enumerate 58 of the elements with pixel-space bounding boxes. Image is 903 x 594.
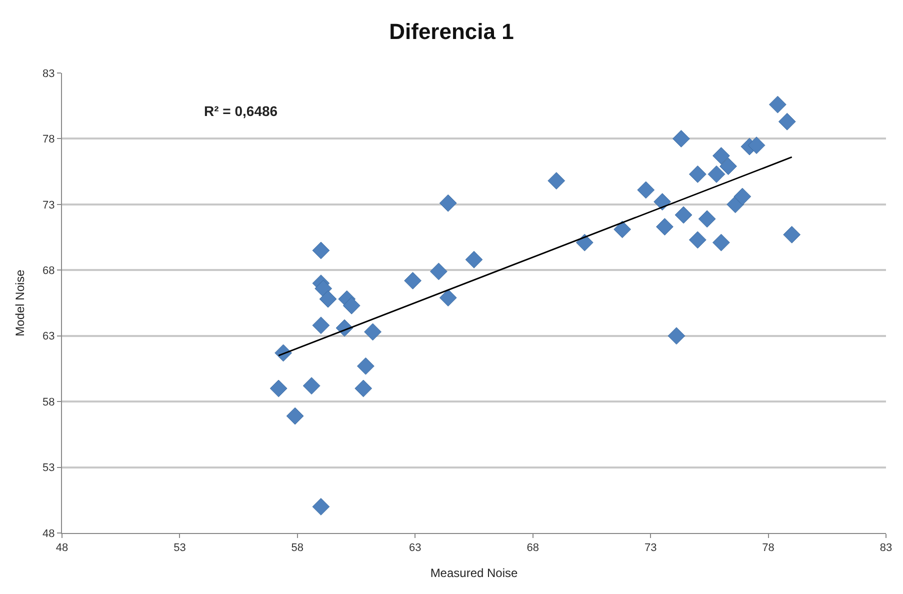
point bbox=[708, 166, 726, 183]
point bbox=[354, 380, 372, 398]
x-tick-label: 63 bbox=[409, 542, 422, 554]
point bbox=[656, 218, 674, 236]
x-axis-title: Measured Noise bbox=[430, 566, 518, 580]
point bbox=[312, 242, 330, 260]
point bbox=[712, 147, 730, 164]
x-tick-label: 68 bbox=[526, 542, 539, 554]
point bbox=[576, 234, 594, 252]
point bbox=[778, 112, 796, 130]
y-tick-label: 83 bbox=[42, 68, 55, 80]
point bbox=[748, 136, 766, 154]
x-tick-label: 78 bbox=[762, 542, 774, 554]
x-tick-label: 73 bbox=[644, 542, 657, 554]
point bbox=[720, 158, 737, 176]
point bbox=[404, 272, 422, 290]
point bbox=[688, 166, 706, 183]
point bbox=[674, 206, 692, 224]
x-tick-label: 58 bbox=[291, 542, 304, 554]
point bbox=[319, 290, 337, 308]
point bbox=[712, 234, 730, 252]
y-tick-label: 58 bbox=[42, 396, 55, 408]
point bbox=[783, 226, 801, 244]
point bbox=[286, 407, 304, 425]
chart-title: Diferencia 1 bbox=[389, 19, 514, 44]
point bbox=[430, 262, 448, 280]
point bbox=[302, 377, 320, 394]
annotation: R² = 0,6486 bbox=[204, 103, 278, 119]
x-tick-label: 83 bbox=[880, 542, 892, 554]
point bbox=[548, 172, 566, 190]
point bbox=[614, 220, 632, 238]
point bbox=[688, 231, 706, 249]
point bbox=[439, 194, 457, 212]
y-tick-label: 68 bbox=[42, 264, 55, 277]
y-axis-title: Model Noise bbox=[12, 269, 27, 336]
point bbox=[668, 327, 686, 345]
y-tick-label: 53 bbox=[42, 462, 55, 474]
point bbox=[364, 323, 382, 341]
point bbox=[672, 130, 690, 148]
y-tick-label: 73 bbox=[42, 199, 55, 212]
y-tick-label: 48 bbox=[42, 528, 55, 540]
x-tick-label: 48 bbox=[56, 542, 68, 554]
y-tick-label: 63 bbox=[42, 330, 55, 343]
point bbox=[312, 498, 330, 516]
point bbox=[698, 210, 716, 228]
point bbox=[769, 96, 786, 114]
point bbox=[637, 181, 655, 199]
point bbox=[439, 289, 457, 306]
point bbox=[465, 250, 483, 268]
y-tick-label: 78 bbox=[42, 134, 55, 146]
point bbox=[654, 193, 672, 210]
point bbox=[312, 316, 330, 334]
point bbox=[314, 280, 332, 298]
point bbox=[342, 296, 360, 314]
point bbox=[357, 357, 374, 375]
point bbox=[734, 188, 752, 206]
x-tick-label: 53 bbox=[174, 542, 186, 554]
point bbox=[270, 380, 288, 398]
